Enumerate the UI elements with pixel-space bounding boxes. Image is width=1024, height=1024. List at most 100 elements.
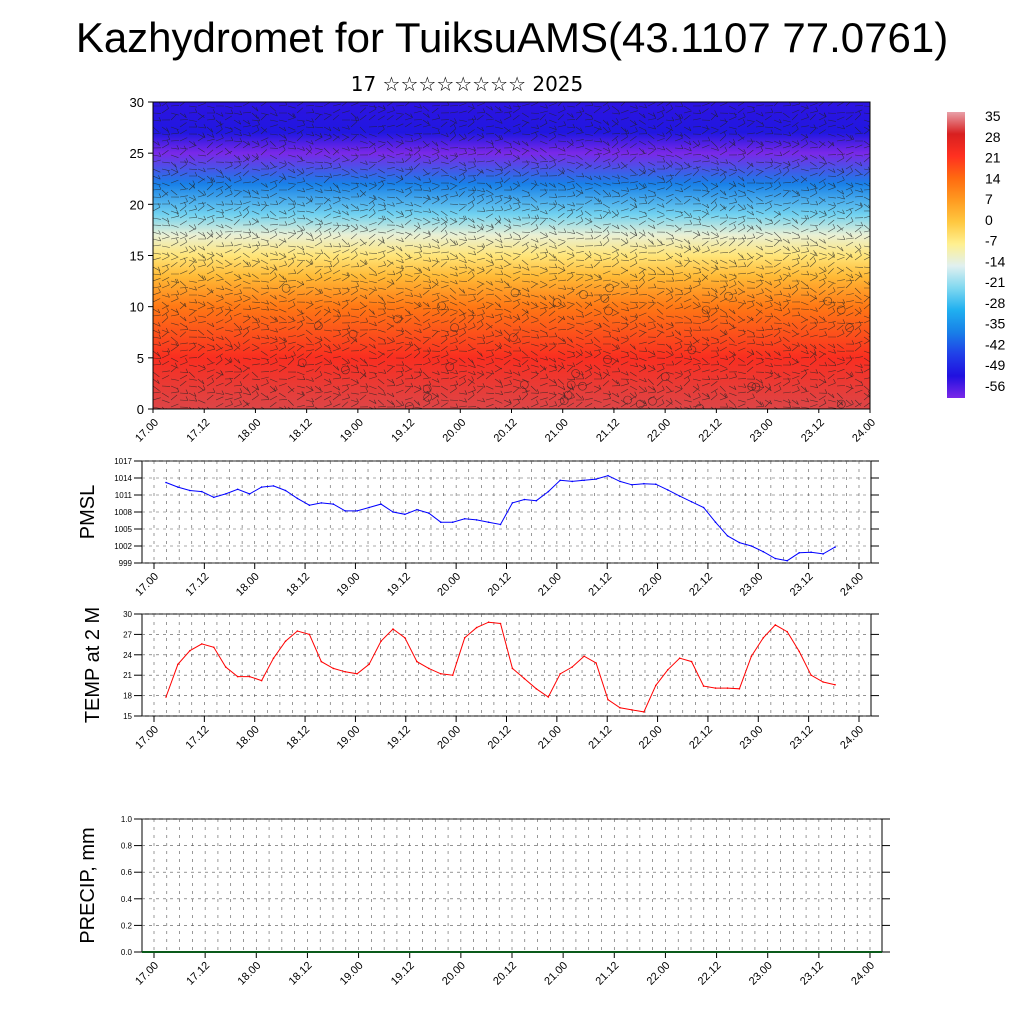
precip-x-tick-label: 22.12 [696,960,724,988]
pmsl-data-point [834,546,836,548]
precip-x-tick-label: 21.00 [542,960,570,988]
temp-data-point [320,660,323,663]
precip-y-tick-label: 0.6 [121,868,133,877]
heatmap-y-tick-label: 15 [130,249,144,264]
temp-data-point [559,673,561,675]
wind-barb-row [153,341,870,357]
temp-data-point [451,674,454,676]
calm-wind-marker [566,380,576,390]
pmsl-series-line [165,475,836,562]
heatmap-x-tick-label: 19.00 [338,417,366,445]
temp-data-point [404,637,406,639]
temp-data-point [392,628,394,630]
precip-y-tick-label: 0.2 [121,921,133,930]
pmsl-x-tick-label: 19.12 [385,571,413,599]
pmsl-data-point [296,497,299,500]
precip-y-tick-label: 0.8 [121,842,133,851]
colorbar-strip [947,112,965,398]
wind-barb-row [153,117,870,133]
temp-data-point [750,655,753,657]
pmsl-data-point [332,503,335,505]
pmsl-data-point [571,480,573,483]
temp-data-point [702,685,705,687]
precip-x-tick-label: 23.12 [798,960,826,988]
calm-wind-marker [701,305,711,315]
pmsl-x-tick-label: 17.00 [133,571,161,599]
temp-y-tick-label: 18 [123,692,132,701]
heatmap-y-tick-label: 5 [137,351,144,366]
colorbar-label: -35 [985,316,1005,332]
pmsl-data-point [535,499,538,502]
precip-x-tick-label: 18.12 [287,960,315,988]
pmsl-data-point [392,511,394,513]
temp-data-point [535,688,538,690]
page-subtitle: 17 ☆☆☆☆☆☆☆☆ 2025 [350,72,584,96]
page-title: Kazhydromet for TuiksuAMS(43.1107 77.076… [75,14,949,61]
pmsl-data-point [165,481,167,484]
temp-data-point [607,698,609,701]
pmsl-data-point [248,493,251,495]
calm-wind-marker [437,301,446,311]
temp-data-point [428,667,430,670]
calm-wind-marker [836,305,846,315]
pmsl-y-tick-label: 1011 [115,491,133,500]
precip-x-tick-label: 19.12 [389,960,417,988]
temp-y-tick-label: 21 [123,671,132,680]
calm-wind-marker [348,329,358,339]
wind-barb-row [153,201,870,217]
temp-data-point [678,657,681,659]
temp-x-tick-label: 17.00 [133,724,161,752]
wind-barb-row [153,166,870,182]
pmsl-data-point [189,489,191,492]
pmsl-data-point [451,521,454,523]
precip-y-tick-label: 0.4 [121,895,133,904]
precip-y-tick-label: 0.0 [121,948,133,957]
temp-data-point [511,667,514,670]
precip-x-tick-label: 23.00 [747,960,775,988]
colorbar-label: 35 [985,108,1001,124]
precipitation-chart: 0.0 0.2 0.4 0.6 0.8 1.0 17.00 17.12 18.00 18.12 19… [77,815,890,988]
temp-data-point [260,679,263,682]
temp-data-point [810,674,812,676]
heatmap-x-tick-label: 18.12 [287,417,315,445]
calm-wind-marker [724,291,733,301]
temp-y-tick-label: 27 [123,630,132,639]
pmsl-data-point [344,510,347,512]
pmsl-data-point [428,512,430,514]
wind-barb-row [153,390,870,406]
temp-data-point [499,622,502,625]
pmsl-data-point [810,551,812,553]
pmsl-y-tick-label: 1008 [114,508,132,517]
temp-x-tick-label: 21.00 [536,724,564,752]
wind-barb-row [153,264,870,280]
temp-x-tick-label: 21.12 [586,724,614,752]
wind-barb-row [153,306,870,322]
pmsl-data-point [631,484,633,486]
pmsl-data-point [547,490,550,493]
temp-data-point [523,677,526,680]
calm-wind-marker [605,283,614,293]
calm-wind-marker [445,362,455,372]
precip-x-tick-label: 24.00 [849,960,877,988]
temp-data-point [189,649,191,652]
pmsl-data-point [475,519,478,521]
pmsl-x-tick-label: 20.12 [486,571,514,599]
temp-data-point [762,637,765,639]
temp-x-tick-label: 18.00 [234,724,262,752]
temp-x-tick-label: 22.00 [637,724,665,752]
precip-x-tick-label: 18.00 [235,960,263,988]
pmsl-x-tick-label: 23.00 [737,571,765,599]
pmsl-data-point [714,521,717,523]
pmsl-data-point [499,523,502,526]
pmsl-data-point [463,518,466,520]
wind-barb-row [153,188,870,203]
pmsl-data-point [356,510,358,512]
pmsl-y-tick-label: 1005 [114,525,132,534]
pmsl-data-point [368,506,370,509]
calm-wind-marker [623,395,633,405]
colorbar-label: -21 [985,274,1005,290]
calm-wind-marker [552,298,562,307]
wind-barb-row [153,334,870,350]
calm-wind-marker [687,345,697,355]
pmsl-data-point [750,545,753,547]
